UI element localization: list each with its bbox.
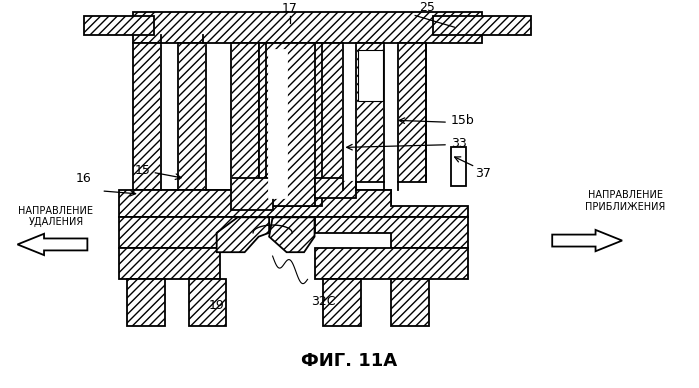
Bar [384, 45, 398, 180]
Polygon shape [552, 230, 622, 251]
Bar [433, 16, 531, 35]
Bar [127, 279, 165, 326]
Polygon shape [315, 217, 468, 248]
Text: 32C: 32C [311, 295, 336, 308]
Bar [140, 190, 391, 206]
Bar [178, 43, 206, 190]
Text: 19: 19 [209, 299, 224, 312]
Text: 15b: 15b [451, 114, 475, 127]
Bar [259, 43, 322, 206]
Bar [315, 248, 468, 279]
Bar [189, 279, 226, 326]
Bar [391, 279, 429, 326]
Bar [343, 45, 356, 180]
Bar [398, 43, 426, 182]
Bar [358, 50, 383, 101]
Bar [451, 147, 466, 186]
Bar [231, 43, 259, 206]
Polygon shape [217, 217, 269, 252]
Bar [161, 45, 178, 188]
Bar [356, 43, 384, 182]
Text: 25: 25 [419, 0, 435, 14]
Bar [206, 45, 231, 188]
Text: 37: 37 [475, 167, 491, 180]
Text: 15: 15 [134, 164, 150, 177]
Polygon shape [119, 190, 468, 217]
Bar [315, 178, 356, 198]
Text: 33: 33 [451, 137, 467, 150]
Bar [84, 16, 154, 35]
Bar [269, 50, 287, 198]
Text: 17: 17 [282, 2, 298, 15]
Bar [231, 178, 273, 210]
Polygon shape [17, 234, 87, 255]
Bar [266, 43, 315, 206]
Bar [315, 43, 343, 206]
Text: 16: 16 [76, 172, 92, 185]
Bar [133, 43, 161, 190]
Polygon shape [119, 217, 238, 248]
Text: НАПРАВЛЕНИЕ
УДАЛЕНИЯ: НАПРАВЛЕНИЕ УДАЛЕНИЯ [18, 206, 94, 227]
Text: НАПРАВЛЕНИЕ
ПРИБЛИЖЕНИЯ: НАПРАВЛЕНИЕ ПРИБЛИЖЕНИЯ [586, 190, 665, 212]
Bar [133, 12, 482, 43]
Bar [323, 279, 361, 326]
Bar [119, 248, 220, 279]
Text: ФИГ. 11А: ФИГ. 11А [301, 352, 398, 370]
Polygon shape [269, 217, 315, 252]
